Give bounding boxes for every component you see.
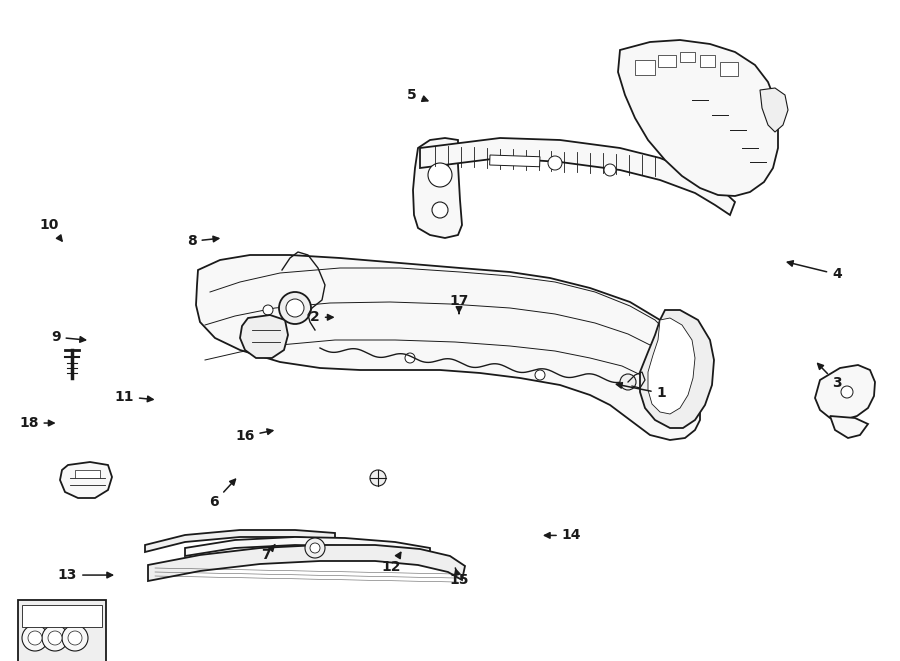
Text: 4: 4 — [788, 261, 842, 282]
Text: 9: 9 — [51, 330, 86, 344]
FancyBboxPatch shape — [18, 600, 106, 661]
Circle shape — [310, 543, 320, 553]
Text: 10: 10 — [40, 217, 62, 241]
Text: 17: 17 — [449, 293, 469, 313]
Circle shape — [604, 164, 616, 176]
Circle shape — [620, 374, 636, 390]
Bar — [75, 470, 100, 478]
Polygon shape — [148, 545, 465, 581]
Circle shape — [305, 538, 325, 558]
Bar — [490, 155, 540, 167]
Circle shape — [432, 202, 448, 218]
Polygon shape — [815, 365, 875, 420]
Polygon shape — [618, 40, 778, 196]
Polygon shape — [60, 462, 112, 498]
Circle shape — [286, 299, 304, 317]
Bar — [658, 55, 676, 67]
Bar — [720, 62, 738, 76]
Circle shape — [28, 631, 42, 645]
Polygon shape — [648, 318, 695, 414]
Circle shape — [535, 370, 545, 380]
Text: 2: 2 — [310, 310, 333, 325]
Text: 6: 6 — [210, 479, 236, 510]
Circle shape — [548, 156, 562, 170]
Circle shape — [279, 292, 311, 324]
Polygon shape — [830, 416, 868, 438]
Circle shape — [22, 625, 48, 651]
Text: 5: 5 — [408, 87, 427, 102]
Circle shape — [428, 163, 452, 187]
Text: 8: 8 — [187, 234, 219, 249]
Polygon shape — [413, 138, 462, 238]
Polygon shape — [240, 315, 288, 358]
Circle shape — [48, 631, 62, 645]
FancyBboxPatch shape — [22, 605, 102, 627]
Text: 14: 14 — [544, 528, 581, 543]
Bar — [680, 52, 695, 62]
Circle shape — [405, 353, 415, 363]
Text: 1: 1 — [616, 383, 666, 401]
Circle shape — [62, 625, 88, 651]
Text: 18: 18 — [19, 416, 54, 430]
Polygon shape — [760, 88, 788, 132]
Bar — [635, 60, 655, 75]
Polygon shape — [145, 530, 335, 552]
Polygon shape — [196, 255, 700, 440]
Polygon shape — [640, 310, 714, 428]
Circle shape — [263, 305, 273, 315]
Circle shape — [841, 386, 853, 398]
Circle shape — [370, 470, 386, 486]
Circle shape — [42, 625, 68, 651]
Text: 15: 15 — [449, 568, 469, 588]
Text: 12: 12 — [382, 553, 401, 574]
Polygon shape — [420, 138, 735, 215]
Text: 7: 7 — [261, 545, 275, 563]
Circle shape — [68, 631, 82, 645]
Text: 11: 11 — [114, 389, 153, 404]
Text: 13: 13 — [58, 568, 112, 582]
Text: 3: 3 — [817, 364, 842, 391]
Bar — [700, 55, 715, 67]
Polygon shape — [185, 537, 430, 556]
Text: 16: 16 — [235, 429, 273, 444]
